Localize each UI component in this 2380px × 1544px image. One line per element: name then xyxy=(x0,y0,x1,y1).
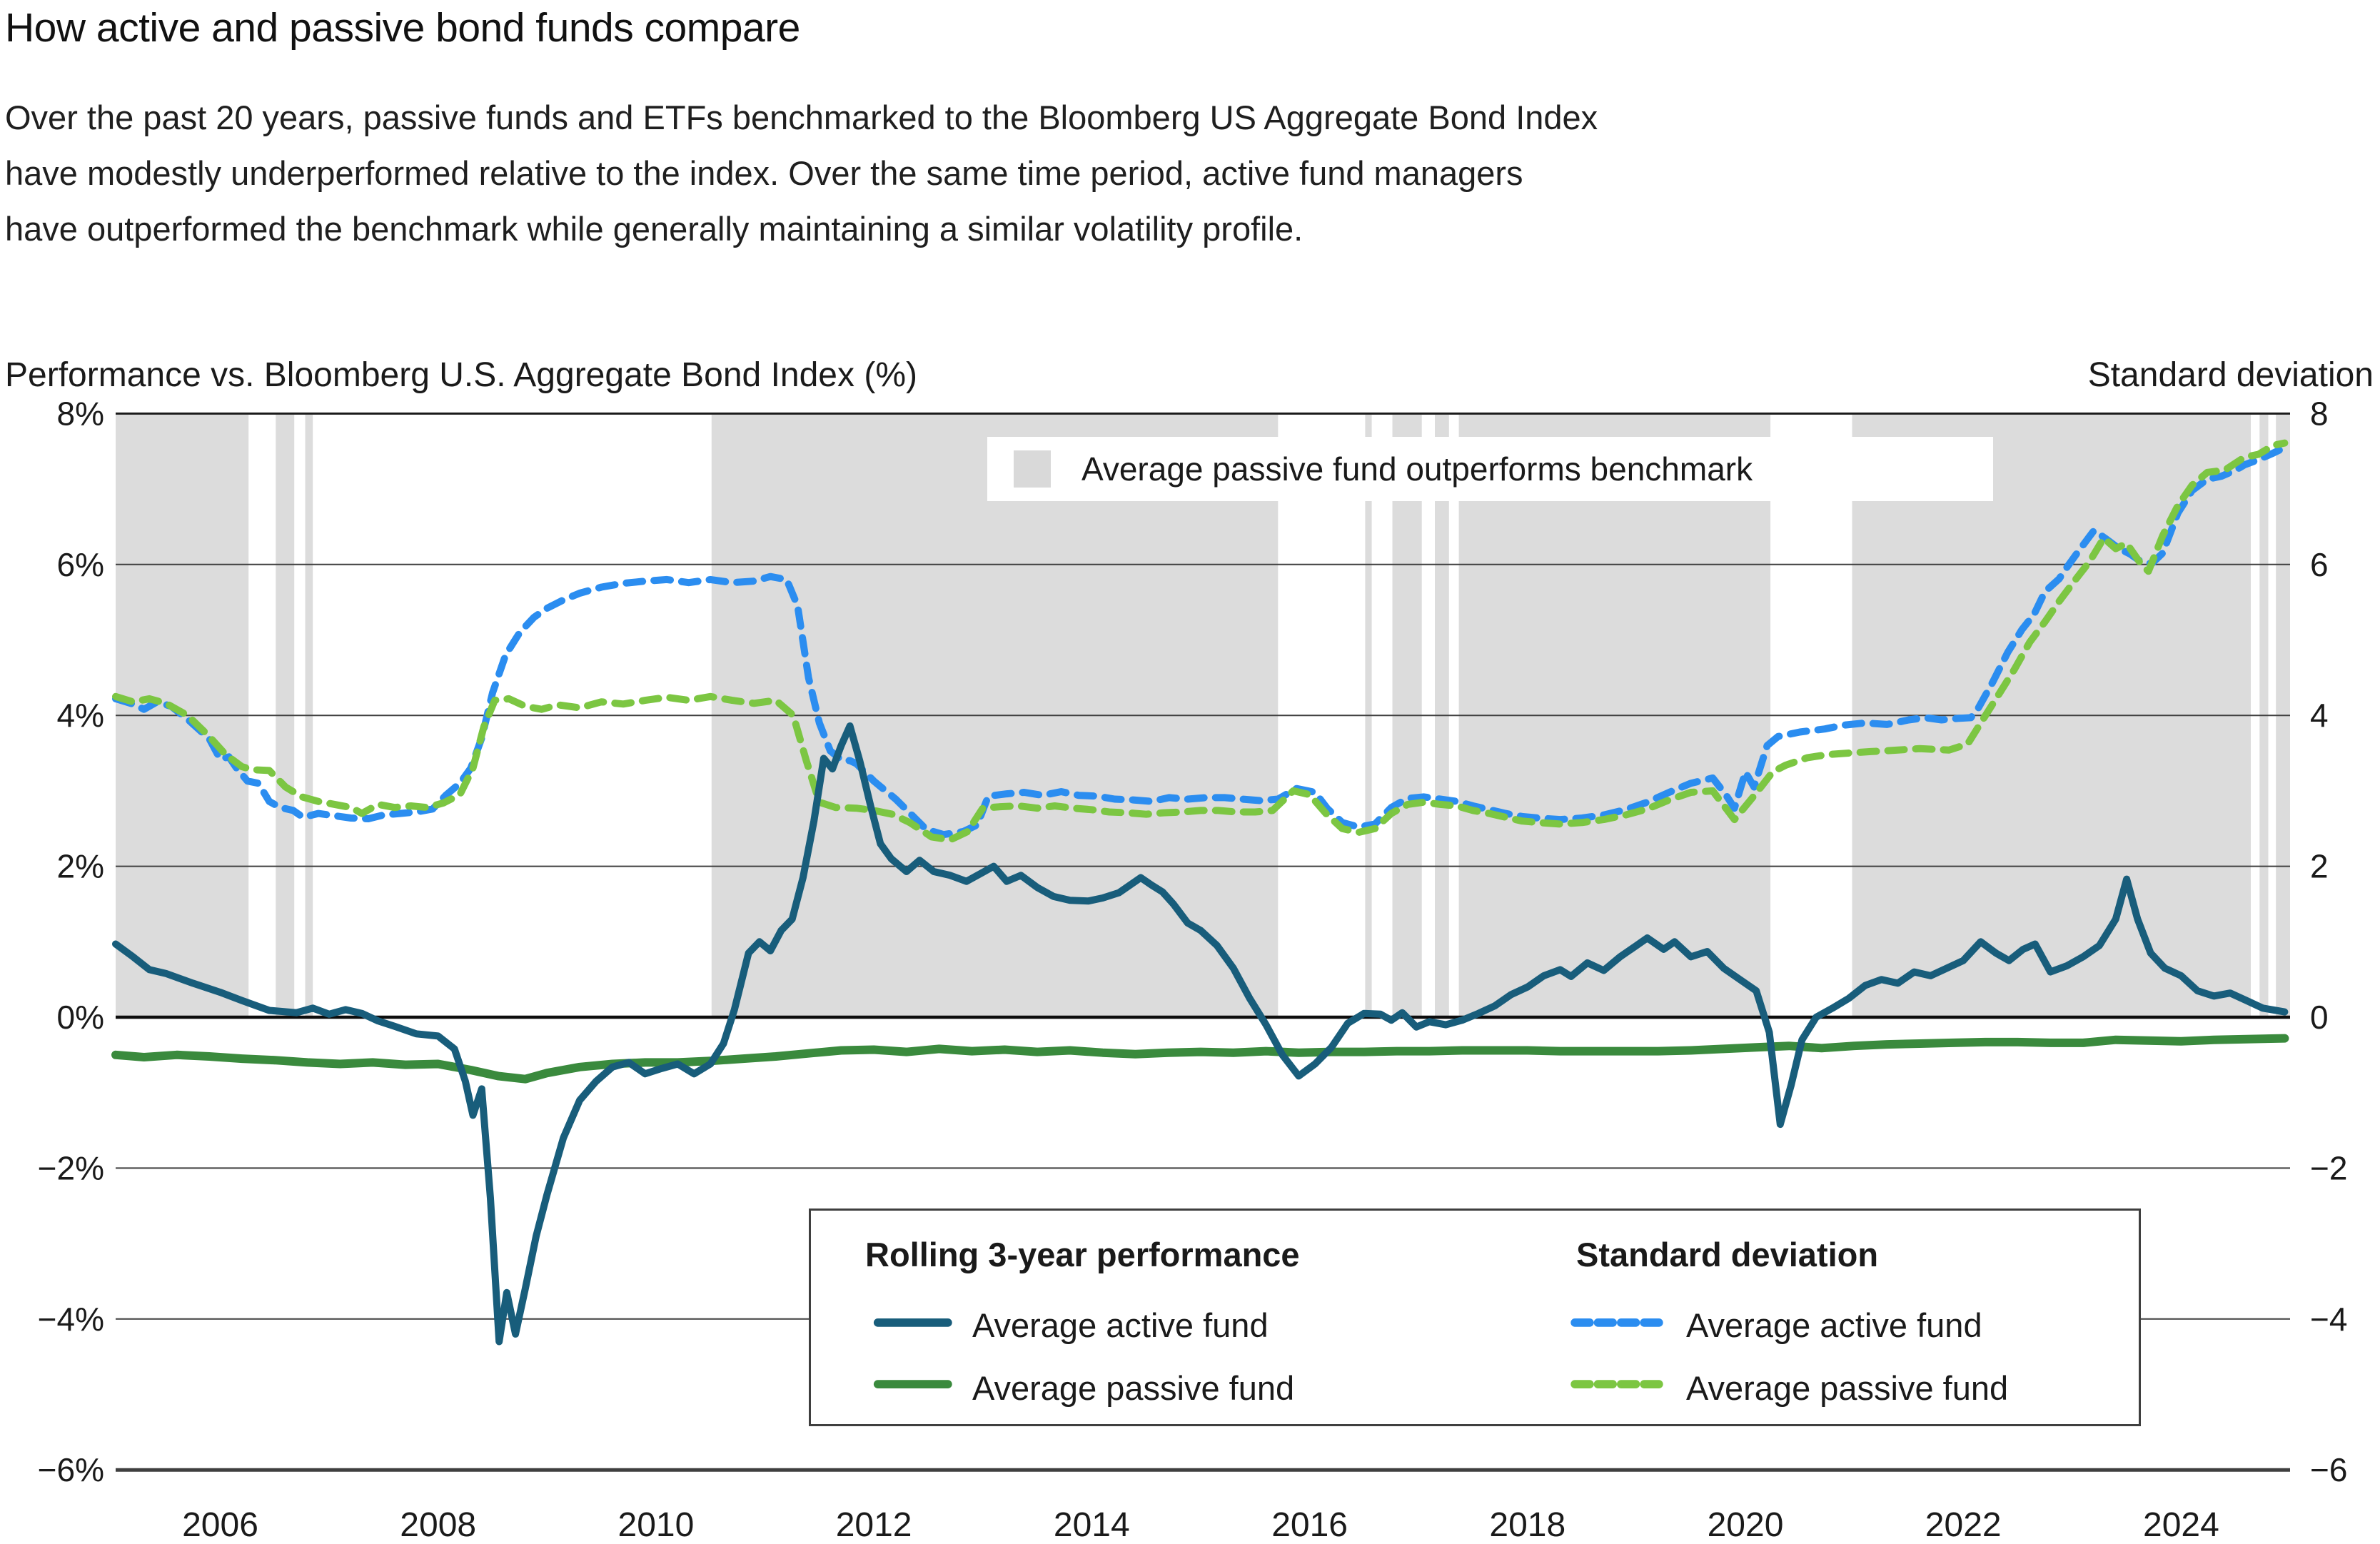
series-line-perf_active xyxy=(112,722,2289,1346)
left-axis-title: Performance vs. Bloomberg U.S. Aggregate… xyxy=(5,356,917,394)
left-axis-tick-label: −6% xyxy=(38,1451,104,1488)
series-line-perf_passive xyxy=(111,1034,2289,1084)
legend-item-sd-active-label: Average active fund xyxy=(1686,1306,1982,1344)
year-tick-label: 2016 xyxy=(1271,1506,1348,1544)
left-axis-tick-label: −4% xyxy=(38,1301,104,1338)
shaded-band-legend-label: Average passive fund outperforms benchma… xyxy=(1081,450,1753,488)
right-axis-tick-label: 8 xyxy=(2310,395,2329,432)
legend-item-perf-passive-label: Average passive fund xyxy=(972,1369,1295,1407)
legend-item-sd-passive-label: Average passive fund xyxy=(1686,1369,2009,1407)
legend-item-perf-active-label: Average active fund xyxy=(972,1306,1269,1344)
left-axis-tick-label: 2% xyxy=(57,848,104,885)
year-tick-label: 2008 xyxy=(400,1506,476,1544)
right-axis-tick-label: 0 xyxy=(2310,999,2329,1036)
right-axis-tick-label: 6 xyxy=(2310,546,2329,583)
right-axis-tick-label: −4 xyxy=(2310,1301,2347,1338)
year-tick-label: 2020 xyxy=(1708,1506,1784,1544)
left-axis-tick-label: 4% xyxy=(57,697,104,734)
right-axis-tick-label: 2 xyxy=(2310,848,2329,885)
page-title: How active and passive bond funds compar… xyxy=(5,5,800,51)
left-axis-tick-label: 8% xyxy=(57,395,104,432)
year-tick-label: 2024 xyxy=(2143,1506,2219,1544)
year-tick-label: 2014 xyxy=(1054,1506,1130,1544)
right-axis-tick-label: −2 xyxy=(2310,1149,2347,1186)
subtitle-line-1: Over the past 20 years, passive funds an… xyxy=(5,99,1598,136)
subtitle-line-2: have modestly underperformed relative to… xyxy=(5,154,1523,192)
year-tick-label: 2006 xyxy=(182,1506,258,1544)
legend-group-performance-title: Rolling 3-year performance xyxy=(865,1236,1300,1273)
left-axis-tick-label: 0% xyxy=(57,999,104,1036)
series-legend: Rolling 3-year performance Standard devi… xyxy=(809,1209,2141,1426)
year-tick-label: 2010 xyxy=(618,1506,695,1544)
right-axis-tick-label: −6 xyxy=(2310,1451,2347,1488)
year-tick-label: 2022 xyxy=(1925,1506,2002,1544)
left-axis-tick-label: 6% xyxy=(57,546,104,583)
year-tick-label: 2018 xyxy=(1489,1506,1565,1544)
subtitle-line-3: have outperformed the benchmark while ge… xyxy=(5,210,1304,248)
year-tick-label: 2012 xyxy=(836,1506,912,1544)
series-line-sd_passive xyxy=(112,439,2289,844)
gray-band-swatch-icon xyxy=(1014,450,1051,488)
legend-group-stddev-title: Standard deviation xyxy=(1576,1236,1879,1273)
legend-swatches xyxy=(873,1318,1663,1389)
shaded-band-legend: Average passive fund outperforms benchma… xyxy=(987,437,1993,501)
right-axis-title: Standard deviation xyxy=(2087,356,2374,394)
left-axis-tick-label: −2% xyxy=(38,1149,104,1186)
right-axis-tick-label: 4 xyxy=(2310,697,2329,734)
chart-subtitle: Over the past 20 years, passive funds an… xyxy=(5,90,1598,257)
